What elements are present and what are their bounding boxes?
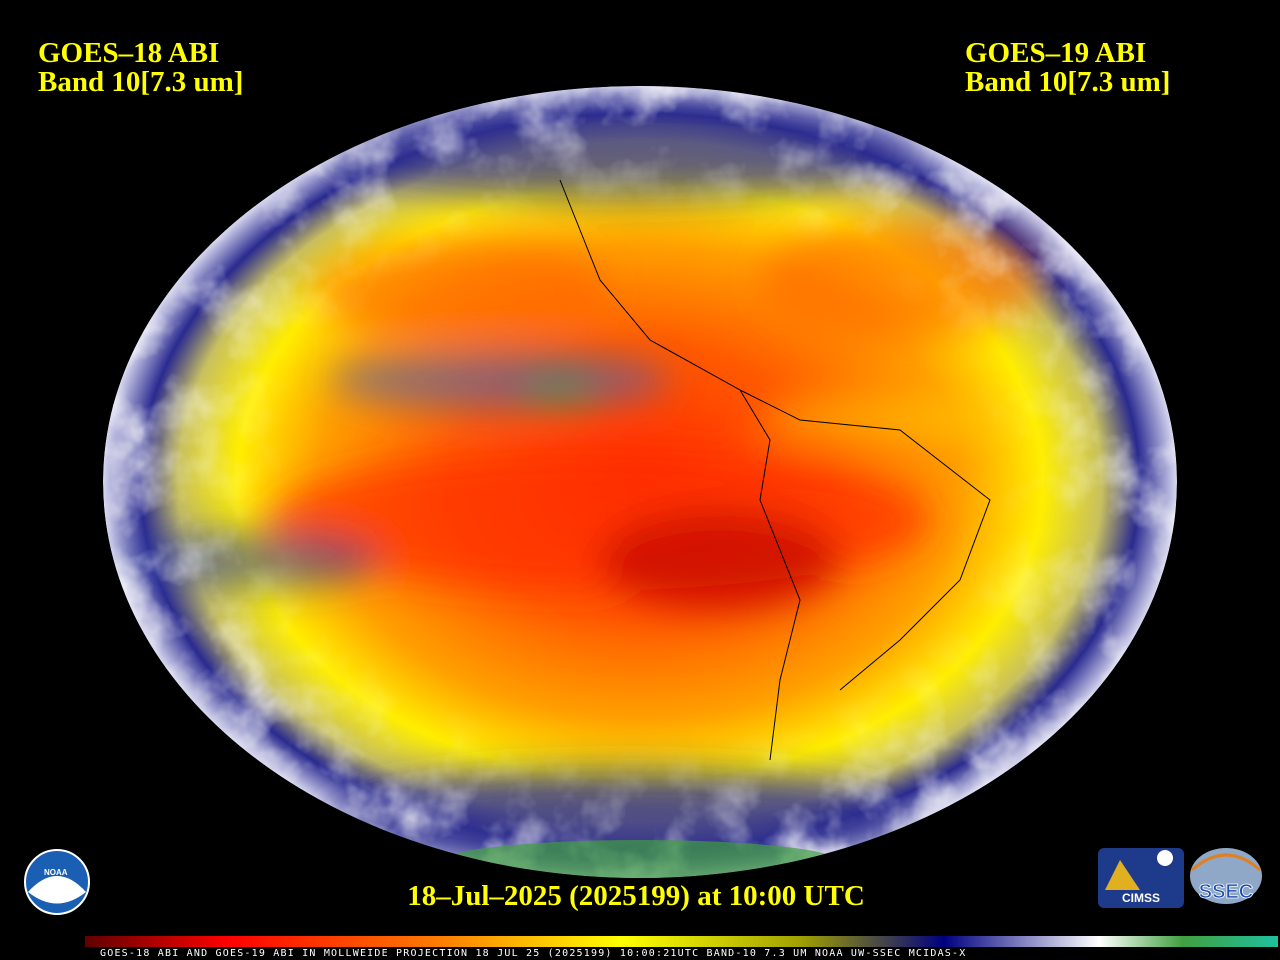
footer-caption: GOES-18 ABI AND GOES-19 ABI IN MOLLWEIDE…	[100, 948, 966, 959]
cloud-texture	[103, 86, 1177, 878]
timestamp: 18–Jul–2025 (2025199) at 10:00 UTC	[407, 880, 865, 912]
left-title: GOES–18 ABI	[38, 37, 219, 69]
coastline	[559, 179, 991, 761]
color-bar	[85, 936, 1278, 947]
cimss-logo: CIMSS	[1098, 848, 1184, 908]
right-title: GOES–19 ABI	[965, 37, 1146, 69]
noaa-logo: NOAA	[24, 849, 90, 915]
ssec-text: SSEC	[1199, 881, 1253, 903]
noaa-text: NOAA	[44, 868, 68, 877]
cimss-text: CIMSS	[1122, 891, 1160, 905]
right-subtitle: Band 10[7.3 um]	[965, 66, 1170, 98]
ssec-logo: SSEC	[1190, 848, 1262, 904]
globe	[103, 86, 1177, 878]
left-subtitle: Band 10[7.3 um]	[38, 66, 243, 98]
